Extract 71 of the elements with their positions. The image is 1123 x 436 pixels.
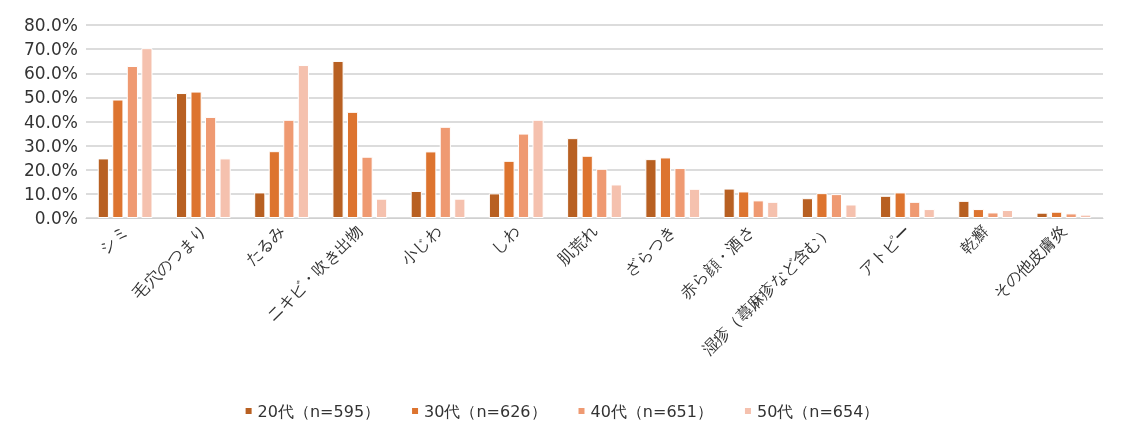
y-tick-label: 40.0%: [23, 111, 78, 132]
bar: [830, 194, 843, 218]
bar: [894, 192, 906, 218]
bar: [1001, 210, 1014, 218]
bar: [425, 151, 437, 218]
bar: [268, 151, 280, 218]
bar: [205, 116, 217, 218]
bar: [581, 155, 593, 218]
x-tick-label: 小じわ: [397, 221, 445, 269]
bar: [503, 160, 515, 218]
bar: [517, 133, 530, 218]
bar: [175, 93, 188, 218]
bar: [1065, 213, 1077, 218]
bar: [410, 190, 422, 218]
bar: [376, 198, 388, 218]
bar: [97, 158, 109, 218]
legend-label: 30代（n=626）: [424, 401, 547, 421]
bar: [297, 65, 309, 218]
bar: [112, 99, 124, 218]
bar: [141, 48, 153, 218]
bar: [532, 119, 544, 218]
bar: [283, 119, 295, 218]
bar: [723, 188, 735, 218]
bar: [972, 209, 984, 218]
bar: [880, 195, 892, 218]
bar: [439, 126, 451, 218]
bar: [767, 201, 779, 218]
bar: [659, 157, 672, 218]
y-tick-label: 80.0%: [23, 15, 78, 35]
bar: [190, 91, 202, 218]
bar: [845, 204, 857, 218]
y-tick-label: 50.0%: [23, 87, 78, 108]
bar: [346, 111, 359, 218]
bar: [567, 138, 579, 218]
bar: [1036, 212, 1048, 218]
x-tick-label: 肌荒れ: [553, 221, 602, 269]
bar: [958, 200, 970, 218]
x-tick-label: たるみ: [240, 221, 289, 269]
bar: [254, 192, 266, 218]
legend-label: 50代（n=654）: [756, 401, 880, 421]
y-tick-label: 30.0%: [23, 135, 78, 156]
bar: [596, 168, 608, 218]
bar: [488, 193, 501, 218]
bar: [688, 188, 701, 218]
bar: [923, 209, 935, 218]
y-tick-label: 60.0%: [23, 63, 78, 84]
bar: [752, 200, 764, 218]
bar: [454, 198, 466, 218]
y-tick-label: 70.0%: [23, 39, 78, 60]
y-tick-label: 0.0%: [34, 208, 78, 228]
bar: [645, 159, 657, 218]
x-tick-label: アトピー: [855, 221, 915, 280]
bar: [1080, 214, 1092, 218]
bar: [738, 191, 750, 218]
legend-label: 40代（n=651）: [590, 401, 713, 421]
bar: [816, 193, 828, 218]
bar: [361, 156, 373, 218]
bar: [674, 168, 686, 218]
bar: [1051, 211, 1063, 218]
x-tick-label: しわ: [486, 221, 523, 258]
bar: [219, 158, 231, 218]
bar: [987, 212, 999, 218]
y-tick-label: 10.0%: [23, 183, 78, 204]
bar: [126, 66, 138, 218]
legend-label: 20代（n=595）: [257, 401, 381, 421]
bar: [610, 184, 622, 218]
bar: [801, 198, 813, 218]
bar: [332, 60, 344, 218]
x-tick-label: ざらつき: [620, 221, 680, 280]
y-tick-label: 20.0%: [23, 159, 78, 180]
bar: [909, 201, 921, 218]
